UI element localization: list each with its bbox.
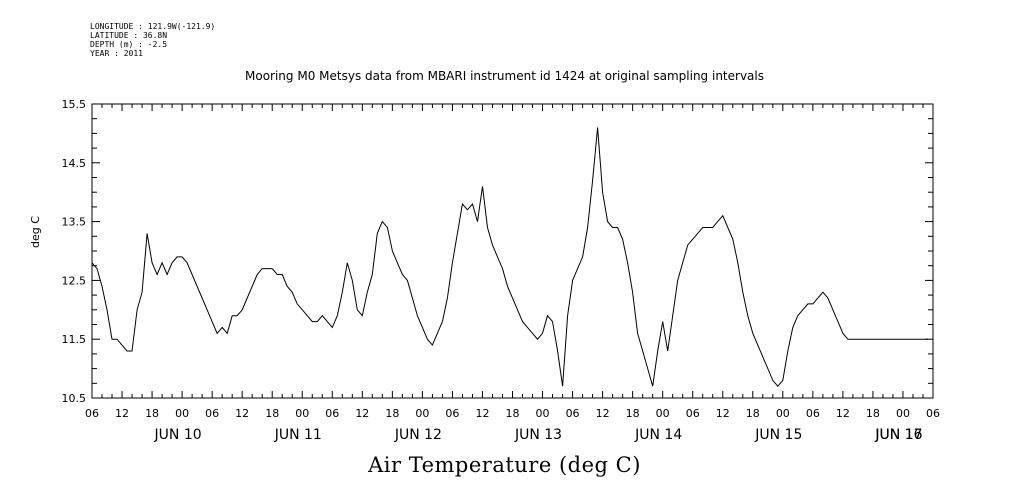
x-axis: 06 12 18 00 06 12 18 00 06 12 18 00 06 12 18 00 06 12 18 00… bbox=[85, 104, 940, 443]
metadata-block: LONGITUDE : 121.9W(-121.9) LATITUDE : 36… bbox=[90, 22, 215, 58]
x-hour-label: 12 bbox=[115, 407, 129, 420]
x-hour-label: 00 bbox=[776, 407, 790, 420]
x-hour-label: 00 bbox=[175, 407, 189, 420]
y-tick-label: 15.5 bbox=[62, 98, 87, 111]
y-tick-label: 14.5 bbox=[62, 157, 87, 170]
x-hour-label: 06 bbox=[325, 407, 339, 420]
x-day-label: JUN 14 bbox=[634, 427, 682, 443]
footer-label: Air Temperature (deg C) bbox=[368, 453, 641, 477]
x-hour-label: 00 bbox=[295, 407, 309, 420]
y-tick-label: 12.5 bbox=[62, 274, 87, 287]
y-tick-label: 11.5 bbox=[62, 333, 87, 346]
x-hour-label: 00 bbox=[896, 407, 910, 420]
x-hour-label: 12 bbox=[475, 407, 489, 420]
x-hour-label: 18 bbox=[746, 407, 760, 420]
chart-title: Mooring M0 Metsys data from MBARI instru… bbox=[245, 69, 764, 83]
year-label: YEAR : 2011 bbox=[90, 49, 143, 58]
x-hour-label: 12 bbox=[235, 407, 249, 420]
x-hour-label: 00 bbox=[415, 407, 429, 420]
x-day-label: JUN 12 bbox=[394, 427, 442, 443]
x-hour-label: 06 bbox=[926, 407, 940, 420]
x-hour-label: 18 bbox=[866, 407, 880, 420]
x-day-label: JUN 10 bbox=[154, 427, 202, 443]
longitude-label: LONGITUDE : 121.9W(-121.9) bbox=[90, 22, 216, 31]
x-hour-label: 12 bbox=[355, 407, 369, 420]
x-hour-label: 06 bbox=[445, 407, 459, 420]
x-hour-label: 18 bbox=[506, 407, 520, 420]
x-hour-label: 12 bbox=[716, 407, 730, 420]
x-day-label: JUN 11 bbox=[274, 427, 322, 443]
x-hour-label: 06 bbox=[566, 407, 580, 420]
x-day-label: JUN 15 bbox=[754, 427, 802, 443]
x-day-label: JUN 17 bbox=[874, 427, 922, 443]
x-hour-label: 00 bbox=[656, 407, 670, 420]
x-hour-label: 12 bbox=[596, 407, 610, 420]
series-line-air-temperature bbox=[91, 127, 928, 387]
x-hour-label: 06 bbox=[85, 407, 99, 420]
x-hour-label: 06 bbox=[205, 407, 219, 420]
y-axis: 10.5 11.5 12.5 13.5 14.5 15.5 bbox=[62, 98, 933, 405]
x-day-label: JUN 13 bbox=[514, 427, 562, 443]
x-hour-label: 18 bbox=[385, 407, 399, 420]
y-tick-label: 13.5 bbox=[62, 216, 87, 229]
x-hour-label: 06 bbox=[806, 407, 820, 420]
x-hour-label: 18 bbox=[626, 407, 640, 420]
latitude-label: LATITUDE : 36.8N bbox=[90, 31, 168, 40]
depth-label: DEPTH (m) : -2.5 bbox=[90, 40, 168, 49]
x-hour-label: 12 bbox=[836, 407, 850, 420]
x-day-label: JUN 16 bbox=[874, 427, 922, 443]
plot-frame bbox=[91, 103, 934, 399]
x-hour-label: 06 bbox=[686, 407, 700, 420]
x-hour-label: 00 bbox=[536, 407, 550, 420]
x-hour-label: 18 bbox=[265, 407, 279, 420]
y-tick-label: 10.5 bbox=[62, 392, 87, 405]
x-hour-label: 18 bbox=[145, 407, 159, 420]
